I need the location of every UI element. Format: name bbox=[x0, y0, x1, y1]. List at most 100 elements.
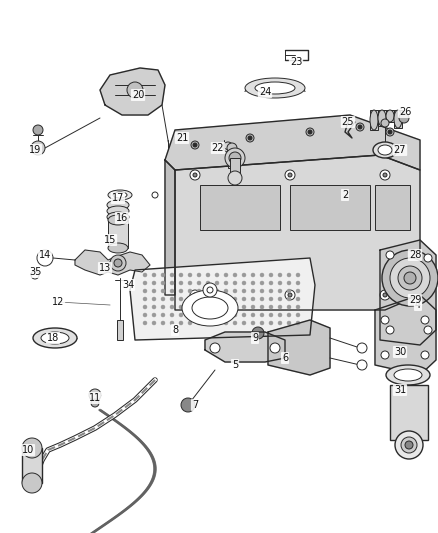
Bar bbox=[370, 110, 378, 130]
Circle shape bbox=[251, 297, 255, 301]
Circle shape bbox=[269, 273, 273, 277]
Circle shape bbox=[224, 281, 228, 285]
Circle shape bbox=[296, 281, 300, 285]
Circle shape bbox=[191, 141, 199, 149]
Circle shape bbox=[225, 148, 245, 168]
Circle shape bbox=[152, 305, 156, 309]
Circle shape bbox=[188, 273, 192, 277]
Text: 34: 34 bbox=[122, 280, 134, 290]
Circle shape bbox=[278, 313, 282, 317]
Circle shape bbox=[179, 297, 183, 301]
Circle shape bbox=[206, 273, 210, 277]
Text: 12: 12 bbox=[52, 297, 64, 307]
Circle shape bbox=[179, 273, 183, 277]
Circle shape bbox=[152, 273, 156, 277]
Text: 20: 20 bbox=[132, 90, 144, 100]
Circle shape bbox=[210, 343, 220, 353]
Circle shape bbox=[388, 130, 392, 134]
Circle shape bbox=[206, 297, 210, 301]
Bar bbox=[390, 385, 428, 440]
Ellipse shape bbox=[182, 290, 238, 326]
Bar bbox=[386, 110, 394, 122]
Ellipse shape bbox=[107, 200, 129, 210]
Bar bbox=[228, 148, 236, 168]
Ellipse shape bbox=[370, 110, 378, 130]
Circle shape bbox=[260, 289, 264, 293]
Circle shape bbox=[190, 170, 200, 180]
Circle shape bbox=[188, 321, 192, 325]
Circle shape bbox=[399, 113, 409, 123]
Circle shape bbox=[421, 316, 429, 324]
Circle shape bbox=[206, 305, 210, 309]
Ellipse shape bbox=[245, 78, 305, 98]
Text: 14: 14 bbox=[39, 250, 51, 260]
Circle shape bbox=[252, 327, 264, 339]
Ellipse shape bbox=[255, 82, 295, 94]
Circle shape bbox=[224, 321, 228, 325]
Circle shape bbox=[170, 305, 174, 309]
Circle shape bbox=[143, 313, 147, 317]
Bar bbox=[230, 158, 240, 180]
Circle shape bbox=[260, 297, 264, 301]
Ellipse shape bbox=[113, 192, 127, 198]
Circle shape bbox=[269, 289, 273, 293]
Circle shape bbox=[215, 305, 219, 309]
Circle shape bbox=[306, 128, 314, 136]
Polygon shape bbox=[100, 68, 165, 115]
Ellipse shape bbox=[378, 110, 386, 126]
Polygon shape bbox=[175, 155, 420, 310]
Text: 19: 19 bbox=[29, 145, 41, 155]
Circle shape bbox=[242, 313, 246, 317]
Text: 25: 25 bbox=[342, 117, 354, 127]
Circle shape bbox=[296, 273, 300, 277]
Ellipse shape bbox=[378, 145, 392, 155]
Circle shape bbox=[386, 128, 394, 136]
Text: 6: 6 bbox=[282, 353, 288, 363]
Circle shape bbox=[233, 313, 237, 317]
Circle shape bbox=[215, 273, 219, 277]
Ellipse shape bbox=[107, 212, 129, 222]
Circle shape bbox=[382, 250, 438, 306]
Circle shape bbox=[161, 313, 165, 317]
Circle shape bbox=[356, 123, 364, 131]
Circle shape bbox=[215, 289, 219, 293]
Text: 4: 4 bbox=[415, 300, 421, 310]
Circle shape bbox=[188, 289, 192, 293]
Circle shape bbox=[170, 313, 174, 317]
Circle shape bbox=[152, 313, 156, 317]
Circle shape bbox=[215, 321, 219, 325]
Text: 30: 30 bbox=[394, 347, 406, 357]
Circle shape bbox=[193, 293, 197, 297]
Text: 26: 26 bbox=[399, 107, 411, 117]
Circle shape bbox=[179, 289, 183, 293]
Circle shape bbox=[233, 321, 237, 325]
Circle shape bbox=[251, 281, 255, 285]
Circle shape bbox=[398, 266, 422, 290]
Circle shape bbox=[270, 343, 280, 353]
Circle shape bbox=[380, 290, 390, 300]
Bar bbox=[22, 448, 42, 483]
Ellipse shape bbox=[107, 206, 129, 216]
Circle shape bbox=[224, 289, 228, 293]
Circle shape bbox=[242, 281, 246, 285]
Bar bbox=[375, 185, 410, 230]
Circle shape bbox=[89, 389, 101, 401]
Circle shape bbox=[152, 297, 156, 301]
Circle shape bbox=[424, 254, 432, 262]
Circle shape bbox=[179, 281, 183, 285]
Circle shape bbox=[296, 289, 300, 293]
Circle shape bbox=[287, 289, 291, 293]
Text: 13: 13 bbox=[99, 263, 111, 273]
Circle shape bbox=[296, 305, 300, 309]
Circle shape bbox=[288, 293, 292, 297]
Circle shape bbox=[251, 273, 255, 277]
Circle shape bbox=[203, 283, 217, 297]
Circle shape bbox=[358, 125, 362, 129]
Circle shape bbox=[251, 313, 255, 317]
Circle shape bbox=[229, 150, 235, 156]
Text: 17: 17 bbox=[112, 193, 124, 203]
Bar bbox=[378, 110, 386, 126]
Text: 35: 35 bbox=[29, 267, 41, 277]
Circle shape bbox=[152, 281, 156, 285]
Circle shape bbox=[269, 321, 273, 325]
